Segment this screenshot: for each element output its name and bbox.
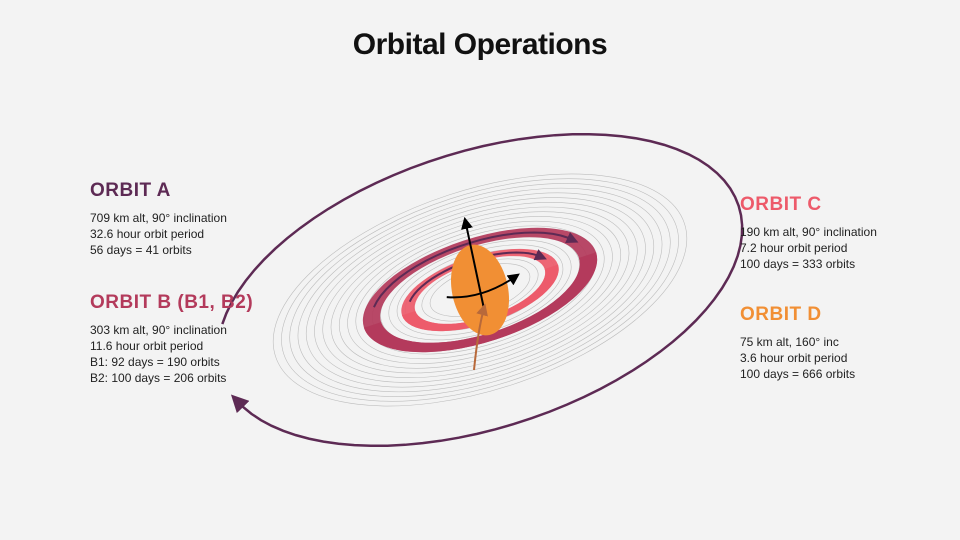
orbit-c-line2: 7.2 hour orbit period [740, 240, 877, 256]
orbit-b-line4: B2: 100 days = 206 orbits [90, 370, 253, 386]
orbit-b-title: ORBIT B (B1, B2) [90, 290, 253, 316]
orbit-b-line3: B1: 92 days = 190 orbits [90, 354, 253, 370]
orbit-a-line3: 56 days = 41 orbits [90, 242, 227, 258]
orbit-b-line2: 11.6 hour orbit period [90, 338, 253, 354]
orbit-d-line2: 3.6 hour orbit period [740, 350, 855, 366]
orbit-a-line2: 32.6 hour orbit period [90, 226, 227, 242]
orbit-d-line1: 75 km alt, 160° inc [740, 334, 855, 350]
orbit-b-block: ORBIT B (B1, B2) 303 km alt, 90° inclina… [90, 290, 253, 386]
orbit-a-line1: 709 km alt, 90° inclination [90, 210, 227, 226]
orbit-d-line3: 100 days = 666 orbits [740, 366, 855, 382]
orbit-c-line1: 190 km alt, 90° inclination [740, 224, 877, 240]
orbit-d-block: ORBIT D 75 km alt, 160° inc 3.6 hour orb… [740, 302, 855, 382]
orbit-b-line1: 303 km alt, 90° inclination [90, 322, 253, 338]
orbit-c-title: ORBIT C [740, 192, 877, 218]
orbit-c-block: ORBIT C 190 km alt, 90° inclination 7.2 … [740, 192, 877, 272]
orbit-a-title: ORBIT A [90, 178, 227, 204]
diagram-root [184, 75, 781, 504]
orbit-c-line3: 100 days = 333 orbits [740, 256, 877, 272]
orbit-d-title: ORBIT D [740, 302, 855, 328]
orbit-a-block: ORBIT A 709 km alt, 90° inclination 32.6… [90, 178, 227, 258]
